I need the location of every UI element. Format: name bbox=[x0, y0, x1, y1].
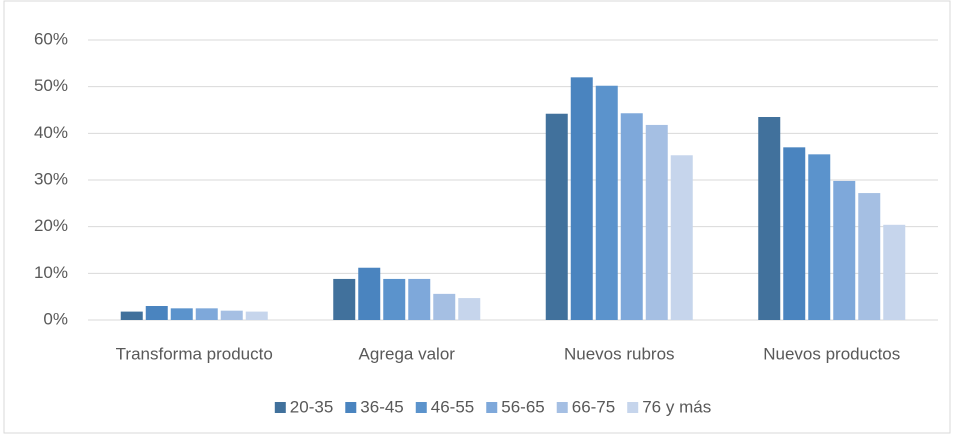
legend-label: 66-75 bbox=[572, 397, 615, 416]
bar bbox=[883, 224, 906, 320]
bar bbox=[833, 180, 856, 320]
bar bbox=[620, 113, 643, 321]
y-tick-label: 50% bbox=[34, 76, 68, 95]
x-tick-label: Transforma producto bbox=[116, 344, 273, 363]
legend-swatch bbox=[274, 402, 286, 413]
legend-swatch bbox=[627, 402, 639, 413]
legend-label: 46-55 bbox=[431, 397, 474, 416]
y-tick-label: 60% bbox=[34, 29, 68, 48]
bar bbox=[758, 117, 781, 320]
bar bbox=[245, 311, 268, 320]
bar bbox=[195, 308, 218, 320]
bar bbox=[570, 77, 593, 320]
bar bbox=[333, 278, 356, 320]
bar bbox=[433, 293, 456, 320]
legend-swatch bbox=[556, 402, 568, 413]
y-tick-label: 40% bbox=[34, 123, 68, 142]
bar bbox=[670, 155, 693, 320]
bar bbox=[858, 193, 881, 320]
legend-label: 36-45 bbox=[360, 397, 403, 416]
bar bbox=[383, 278, 406, 320]
legend-swatch bbox=[345, 402, 357, 413]
bar bbox=[645, 124, 668, 320]
legend-swatch bbox=[415, 402, 427, 413]
bar bbox=[408, 278, 431, 320]
bar bbox=[808, 154, 831, 320]
legend-swatch bbox=[486, 402, 498, 413]
bar bbox=[220, 310, 243, 320]
bar bbox=[120, 311, 143, 320]
y-tick-label: 10% bbox=[34, 263, 68, 282]
legend-label: 76 y más bbox=[642, 397, 711, 416]
bar bbox=[783, 147, 806, 320]
x-tick-label: Nuevos rubros bbox=[564, 344, 675, 363]
legend-label: 20-35 bbox=[290, 397, 333, 416]
chart-border bbox=[3, 0, 951, 434]
x-tick-label: Nuevos productos bbox=[763, 344, 900, 363]
legend-label: 56-65 bbox=[501, 397, 544, 416]
y-tick-label: 20% bbox=[34, 216, 68, 235]
bar bbox=[595, 85, 618, 320]
bar bbox=[545, 113, 568, 320]
bar bbox=[170, 308, 193, 320]
bar bbox=[358, 267, 381, 320]
y-tick-label: 30% bbox=[34, 169, 68, 188]
y-tick-label: 0% bbox=[43, 309, 68, 328]
bar bbox=[458, 298, 481, 320]
bar bbox=[145, 306, 168, 320]
x-tick-label: Agrega valor bbox=[359, 344, 456, 363]
